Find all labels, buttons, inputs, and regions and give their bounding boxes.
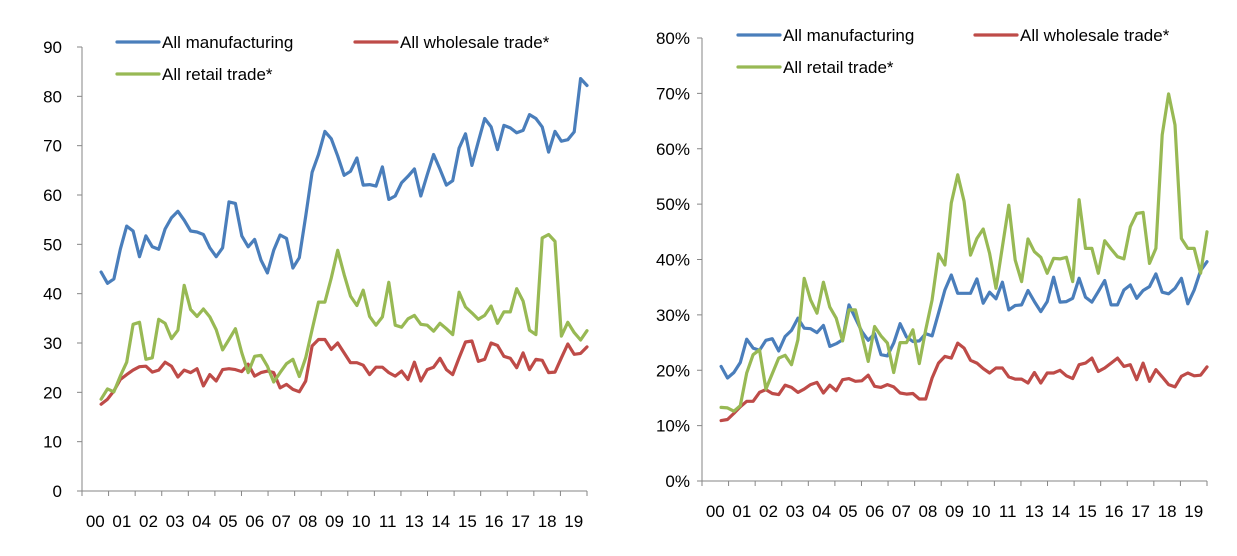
x-tick-label: 11 <box>379 512 397 531</box>
x-tick-label: 06 <box>865 502 884 521</box>
legend-label: All retail trade* <box>162 65 273 84</box>
y-tick-label: 80 <box>43 87 62 106</box>
x-tick-label: 01 <box>732 502 751 521</box>
series-line-all-manufacturing <box>99 76 589 285</box>
x-tick-label: 01 <box>112 512 131 531</box>
y-tick-label: 0% <box>665 472 690 491</box>
x-tick-label: 19 <box>564 512 583 531</box>
x-tick-label: 17 <box>511 512 530 531</box>
x-tick-label: 05 <box>839 502 858 521</box>
x-tick-label: 10 <box>352 512 371 531</box>
x-tick-label: 03 <box>166 512 185 531</box>
x-tick-label: 15 <box>458 512 477 531</box>
x-tick-label: 06 <box>245 512 264 531</box>
y-tick-label: 10% <box>656 417 690 436</box>
x-tick-label: 08 <box>298 512 317 531</box>
x-tick-label: 05 <box>219 512 238 531</box>
series-line-all-wholesale-trade <box>719 341 1209 423</box>
y-tick-label: 30% <box>656 306 690 325</box>
y-tick-label: 30 <box>43 334 62 353</box>
series-line-all-manufacturing <box>719 260 1209 380</box>
x-tick-label: 18 <box>538 512 557 531</box>
x-tick-label: 10 <box>972 502 991 521</box>
y-tick-label: 50% <box>656 195 690 214</box>
y-tick-label: 50 <box>43 235 62 254</box>
x-tick-label: 09 <box>945 502 964 521</box>
x-tick-label: 07 <box>272 512 291 531</box>
x-tick-label: 07 <box>892 502 911 521</box>
x-tick-label: 02 <box>759 502 778 521</box>
y-tick-label: 90 <box>43 38 62 57</box>
legend-label: All wholesale trade* <box>1020 26 1170 45</box>
x-tick-label: 15 <box>1078 502 1097 521</box>
x-tick-label: 17 <box>1131 502 1150 521</box>
x-tick-label: 00 <box>706 502 725 521</box>
x-tick-label: 16 <box>485 512 504 531</box>
x-tick-label: 00 <box>86 512 105 531</box>
legend-label: All manufacturing <box>783 26 914 45</box>
x-tick-label: 09 <box>325 512 344 531</box>
y-tick-label: 0 <box>53 482 62 501</box>
series-line-all-wholesale-trade <box>99 337 589 406</box>
y-tick-label: 40 <box>43 285 62 304</box>
x-tick-label: 18 <box>1158 502 1177 521</box>
x-tick-label: 14 <box>431 512 450 531</box>
y-tick-label: 60% <box>656 140 690 159</box>
y-tick-label: 20 <box>43 383 62 402</box>
x-tick-label: 13 <box>405 512 424 531</box>
x-tick-label: 14 <box>1051 502 1070 521</box>
y-tick-label: 80% <box>656 29 690 48</box>
x-tick-label: 04 <box>812 502 831 521</box>
x-tick-label: 13 <box>1025 502 1044 521</box>
legend-label: All manufacturing <box>162 33 293 52</box>
x-tick-label: 04 <box>192 512 211 531</box>
legend-label: All retail trade* <box>783 58 894 77</box>
y-tick-label: 10 <box>43 433 62 452</box>
y-tick-label: 40% <box>656 251 690 270</box>
legend-label: All wholesale trade* <box>400 33 550 52</box>
y-tick-label: 70 <box>43 137 62 156</box>
series-line-all-retail-trade <box>719 92 1209 413</box>
y-tick-label: 60 <box>43 186 62 205</box>
x-tick-label: 16 <box>1105 502 1124 521</box>
x-tick-label: 11 <box>999 502 1017 521</box>
x-tick-label: 03 <box>786 502 805 521</box>
y-tick-label: 70% <box>656 84 690 103</box>
x-tick-label: 19 <box>1184 502 1203 521</box>
series-line-all-retail-trade <box>99 232 589 401</box>
y-tick-label: 20% <box>656 361 690 380</box>
x-tick-label: 08 <box>918 502 937 521</box>
x-tick-label: 02 <box>139 512 158 531</box>
